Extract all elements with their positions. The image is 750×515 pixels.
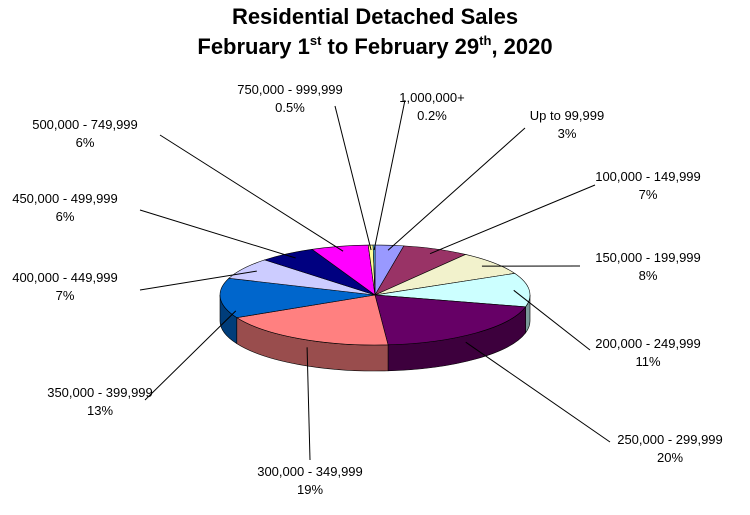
slice-value-label: 3% [558, 126, 577, 141]
leader-line [140, 210, 296, 258]
slice-label: 750,000 - 999,999 [237, 82, 343, 97]
slice-value-label: 0.5% [275, 100, 305, 115]
slice-label: 1,000,000+ [399, 90, 464, 105]
leader-line [430, 185, 595, 254]
slice-value-label: 8% [639, 268, 658, 283]
slice-value-label: 0.2% [417, 108, 447, 123]
slice-value-label: 13% [87, 403, 113, 418]
chart-subtitle: February 1st to February 29th, 2020 [197, 33, 552, 59]
slice-value-label: 20% [657, 450, 683, 465]
slice-value-label: 6% [56, 209, 75, 224]
slice-value-label: 19% [297, 482, 323, 497]
subtitle-part: to February 29 [321, 34, 479, 59]
leader-line [335, 106, 371, 250]
slice-value-label: 11% [635, 354, 660, 369]
slice-label: Up to 99,999 [530, 108, 604, 123]
slice-label: 300,000 - 349,999 [257, 464, 363, 479]
chart-title: Residential Detached Sales [232, 4, 518, 29]
slice-label: 350,000 - 399,999 [47, 385, 153, 400]
subtitle-part: February 1 [197, 34, 310, 59]
subtitle-sup: st [310, 33, 322, 48]
slice-value-label: 7% [639, 187, 658, 202]
slice-label: 450,000 - 499,999 [12, 191, 118, 206]
slice-value-label: 7% [56, 288, 75, 303]
slice-value-label: 6% [76, 135, 95, 150]
slice-label: 150,000 - 199,999 [595, 250, 701, 265]
leader-line [145, 311, 236, 400]
subtitle-sup: th [479, 33, 491, 48]
slice-label: 200,000 - 249,999 [595, 336, 701, 351]
slice-label: 100,000 - 149,999 [595, 169, 701, 184]
leader-line [374, 100, 405, 250]
slice-label: 500,000 - 749,999 [32, 117, 138, 132]
subtitle-part: , 2020 [491, 34, 552, 59]
leader-line [466, 342, 610, 442]
leader-line [160, 135, 343, 251]
slice-label: 250,000 - 299,999 [617, 432, 723, 447]
slice-label: 400,000 - 449,999 [12, 270, 118, 285]
leader-line [388, 128, 525, 250]
